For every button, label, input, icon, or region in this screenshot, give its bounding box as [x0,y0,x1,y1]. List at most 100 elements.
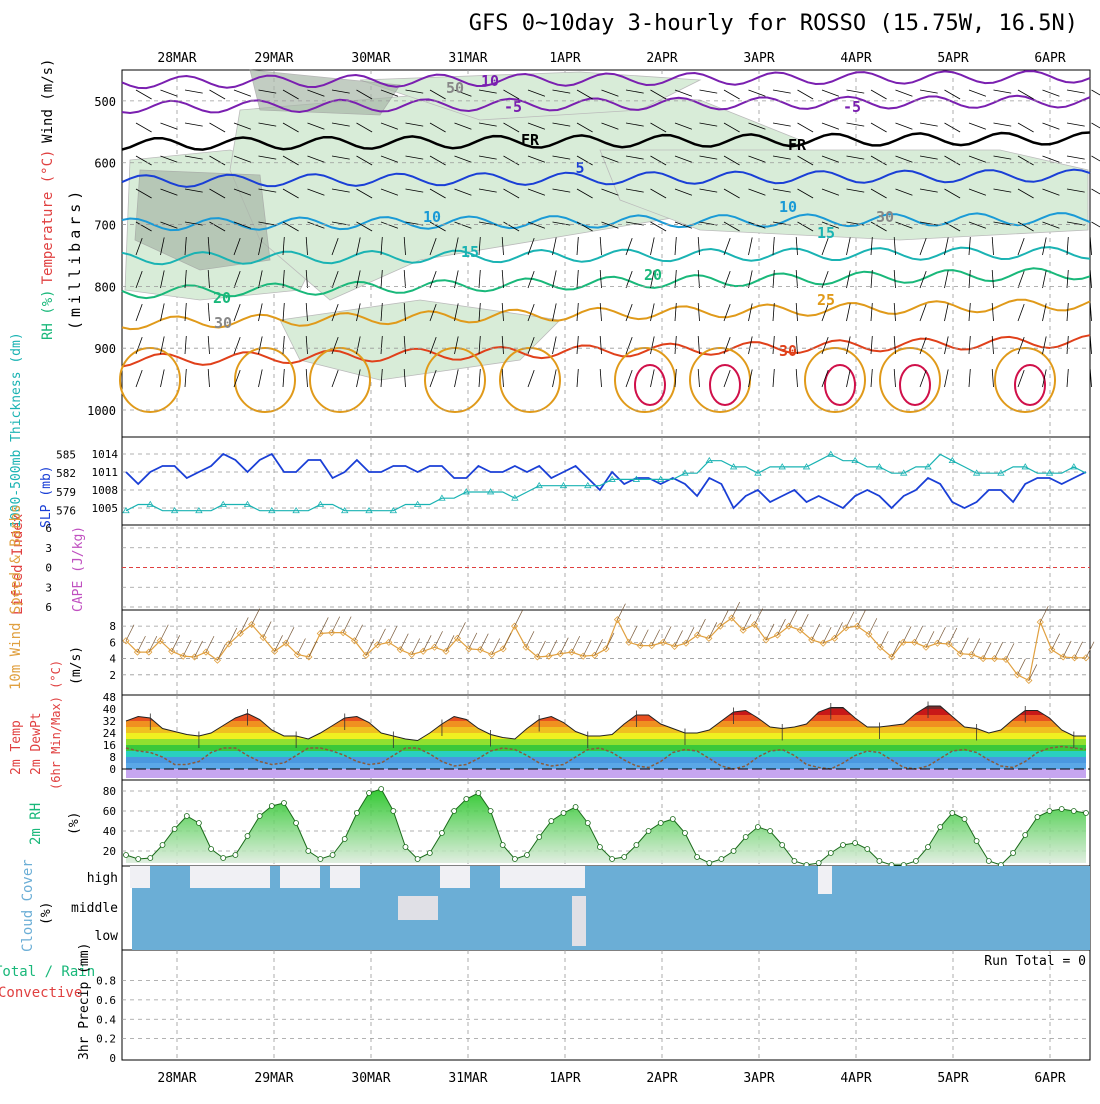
wind-barb-10m [172,635,180,651]
wind-barb-10m [457,622,465,638]
rh-marker [670,817,675,822]
rh-marker [330,853,335,858]
y-axis-label-group: 3hr Precip (mm) [77,943,92,1060]
rh-marker [403,845,408,850]
wind-barb [969,237,970,255]
wind-barb [161,369,165,387]
rh-marker [439,831,444,836]
wind-barb-10m [606,633,614,649]
wind-barb [773,123,791,126]
rh-marker [877,859,882,864]
rh-marker [282,801,287,806]
y-tick-label: 0.6 [96,994,116,1007]
wind-barb [749,303,753,321]
wind-barb-10m [343,617,351,633]
wind-barb-10m [800,614,808,630]
rh-marker [755,825,760,830]
wind-barb [675,237,676,255]
wind-barb-10m [663,626,671,642]
rh-marker [658,821,663,826]
wind-barb [651,336,655,354]
rh-marker [184,814,189,819]
rh-marker [853,841,858,846]
wind-barb [1092,189,1100,198]
y-tick-label-slp: 1005 [92,502,119,515]
wind-barb-10m [400,634,408,650]
isotherm-loop [880,348,940,412]
thickness-line [126,454,1086,510]
x-tick-label-bottom: 2APR [646,1071,677,1086]
wind-barb [1067,303,1068,321]
y-axis-label-group: 2m Temp [9,720,24,775]
wind-barb-10m [915,626,923,642]
wind-barb [871,369,872,387]
y-axis-label: 2m RH [28,803,44,845]
wind-barb [136,337,142,354]
isotherm-loop [500,348,560,412]
cloud-gap-high [330,866,360,888]
wind-barb [847,90,865,93]
wind-barb [945,303,949,321]
wind-barb [871,90,887,99]
wind-barb [945,270,949,288]
wind-barb [404,270,405,288]
x-tick-label-top: 30MAR [351,51,390,66]
isotherm-loop-hot [635,365,665,405]
wind-barb-10m [1006,643,1014,659]
wind-barb [210,90,226,99]
wind-barb [994,90,1012,93]
wind-barb [994,123,1012,126]
y-axis-label-group: 2m DewPt [29,712,44,775]
rh-marker [719,857,724,862]
contour-label: 15 [461,243,479,261]
rh-marker [525,853,530,858]
wind-barb [920,370,926,387]
wind-barb [992,270,993,288]
wind-barb-10m [526,631,534,647]
wind-barb [847,123,865,126]
wind-barb [1092,123,1100,132]
y-tick-label: 6 [109,636,116,649]
y-tick-label: 0.8 [96,975,116,988]
wind-barb [796,237,797,255]
y-tick-label: 40 [103,825,116,838]
y-tick-label: 3 [45,542,52,555]
wind-barb [698,270,699,288]
wind-barb [136,123,152,132]
contour-label: 10 [779,198,797,216]
wind-barb [847,270,851,288]
wind-barb [847,303,851,321]
y-tick-label: 900 [94,342,116,356]
y-tick-label: 20 [103,845,116,858]
wind-barb-10m [617,604,625,620]
wind-barb-10m [297,639,305,655]
y-axis-label: Wind (m/s) [40,59,56,143]
rh-marker [379,787,384,792]
wind-barb [234,90,251,96]
y-tick-label-thickness: 582 [56,467,76,480]
wind-barb [553,270,557,288]
rh-marker [622,855,627,860]
contour-label: 30 [779,342,797,360]
y-tick-label: 3 [45,581,52,594]
isotherm-loop-hot [825,365,855,405]
y-axis-label: RH (%) [40,289,56,340]
wind-barb [332,370,338,387]
y-tick-label-slp: 1014 [92,448,119,461]
wind-barb [651,369,655,387]
cloud-gap-high [818,866,832,894]
x-tick-label-bottom: 31MAR [448,1071,487,1086]
wind-barb [920,304,926,321]
wind-barb [675,90,692,96]
wind-barb [724,370,730,387]
wind-barb-10m [1063,641,1071,657]
wind-barb-10m [469,633,477,649]
wind-barb-10m [435,631,443,647]
rh-marker [610,857,615,862]
temp-band [122,739,1090,745]
chart-title: GFS 0~10day 3-hourly for ROSSO (15.75W, … [469,11,1078,36]
contour-label: FR [788,136,807,154]
wind-barb [430,271,436,288]
rh-marker [634,843,639,848]
x-tick-label-bottom: 4APR [840,1071,871,1086]
